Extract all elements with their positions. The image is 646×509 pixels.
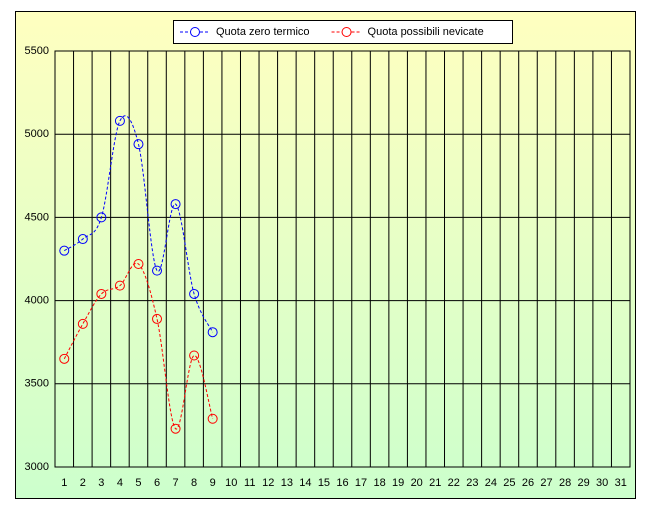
y-tick-label: 3000	[25, 461, 49, 473]
x-tick-label: 7	[173, 477, 179, 489]
y-tick-label: 5500	[25, 45, 49, 57]
point	[133, 258, 144, 269]
x-tick-label: 23	[466, 477, 478, 489]
x-tick-label: 31	[615, 477, 627, 489]
series-line	[64, 115, 214, 333]
x-tick-label: 15	[318, 477, 330, 489]
point	[114, 280, 125, 291]
point	[189, 288, 200, 299]
plot-border	[54, 50, 631, 468]
y-tick-label: 4000	[25, 295, 49, 307]
point	[170, 199, 181, 210]
point	[133, 139, 144, 150]
x-tick-label: 18	[373, 477, 385, 489]
x-tick-label: 3	[98, 477, 104, 489]
x-tick-label: 26	[522, 477, 534, 489]
point	[170, 423, 181, 434]
x-tick-label: 9	[210, 477, 216, 489]
x-tick-label: 20	[411, 477, 423, 489]
x-tick-label: 5	[135, 477, 141, 489]
point	[77, 318, 88, 329]
legend-label: Quota zero termico	[216, 26, 310, 38]
y-tick-label: 5000	[25, 128, 49, 140]
legend-marker	[341, 27, 352, 37]
x-tick-label: 6	[154, 477, 160, 489]
legend-marker	[190, 27, 200, 37]
point	[77, 234, 88, 245]
x-tick-label: 2	[80, 477, 86, 489]
point	[96, 212, 107, 223]
point	[189, 350, 200, 361]
x-tick-label: 16	[336, 477, 348, 489]
x-tick-label: 10	[225, 477, 237, 489]
x-tick-label: 21	[429, 477, 441, 489]
point	[207, 413, 218, 424]
y-tick-label: 3500	[25, 378, 49, 390]
series-line	[63, 262, 214, 430]
x-tick-label: 19	[392, 477, 404, 489]
x-tick-label: 30	[596, 477, 608, 489]
x-tick-label: 22	[448, 477, 460, 489]
x-tick-label: 12	[262, 477, 274, 489]
x-tick-label: 1	[61, 477, 67, 489]
x-tick-label: 8	[191, 477, 197, 489]
point	[152, 265, 163, 276]
x-tick-label: 17	[355, 477, 367, 489]
legend-label: Quota possibili nevicate	[368, 26, 484, 38]
x-tick-label: 4	[117, 477, 123, 489]
y-tick-label: 4500	[25, 211, 49, 223]
x-tick-label: 29	[578, 477, 590, 489]
point	[207, 327, 218, 338]
x-tick-label: 27	[540, 477, 552, 489]
x-tick-label: 28	[559, 477, 571, 489]
x-tick-label: 11	[244, 477, 255, 489]
x-tick-label: 13	[281, 477, 293, 489]
point	[59, 353, 70, 364]
point	[59, 245, 70, 256]
point	[152, 313, 163, 324]
chart-frame	[15, 11, 636, 499]
point	[114, 115, 125, 126]
x-tick-label: 24	[485, 477, 497, 489]
legend: Quota zero termico Quota possibili nevica…	[173, 20, 513, 44]
x-tick-label: 14	[299, 477, 311, 489]
x-tick-label: 25	[503, 477, 515, 489]
point	[96, 288, 107, 299]
